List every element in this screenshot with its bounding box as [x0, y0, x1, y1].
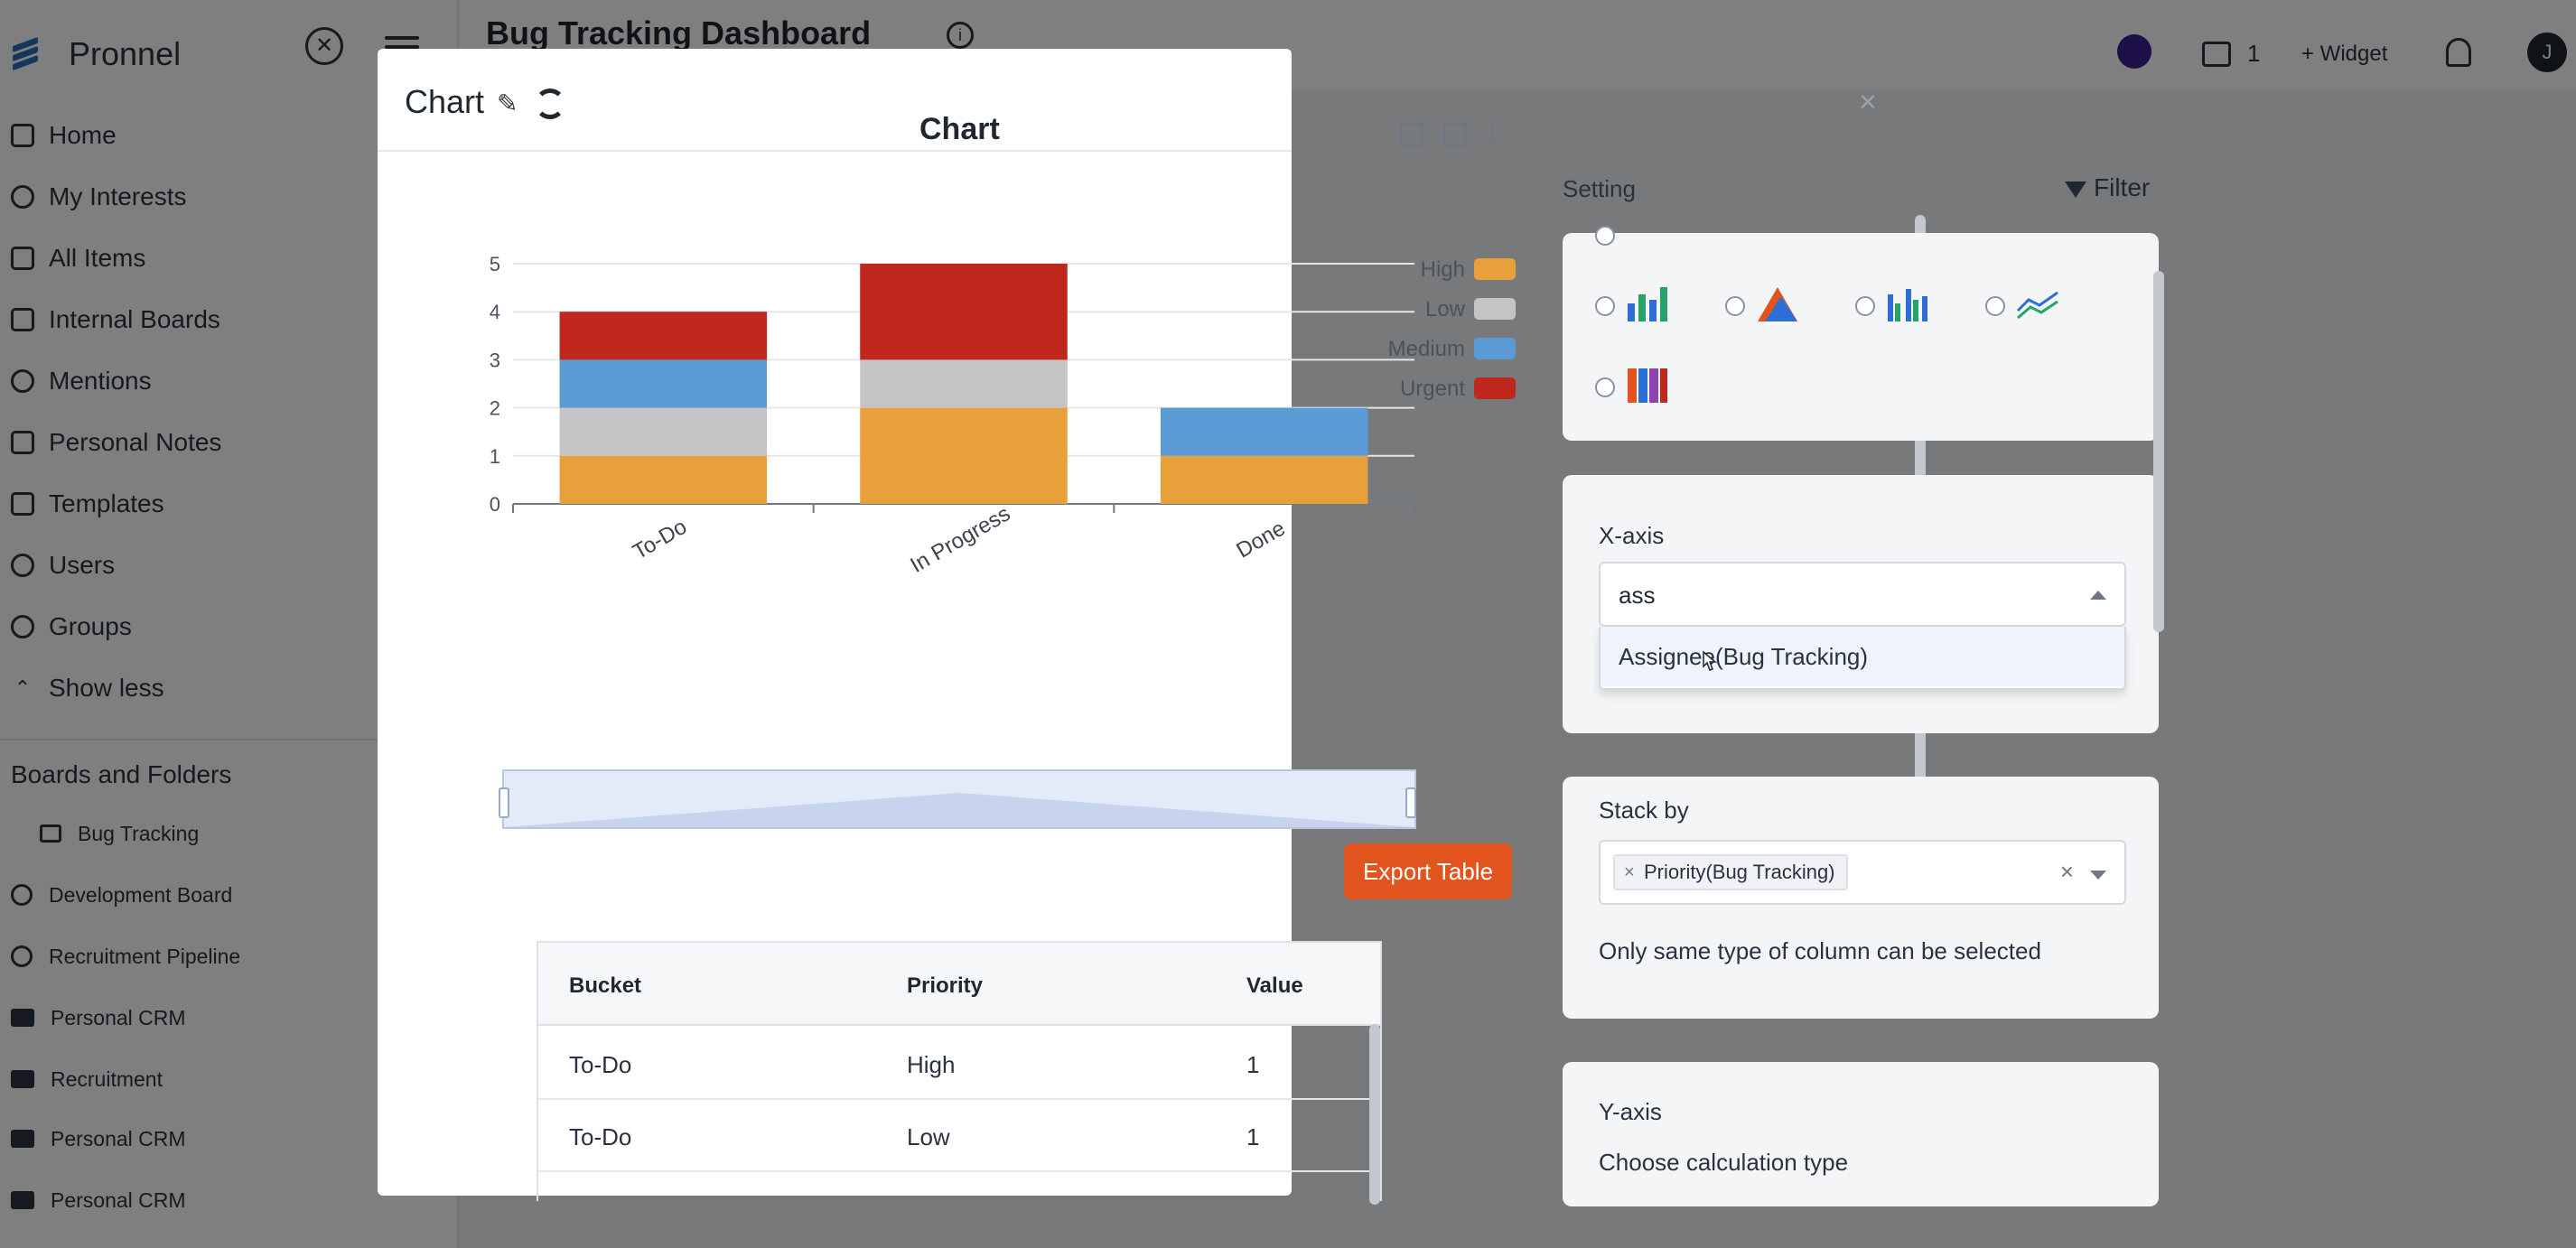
line-chart-icon	[2016, 291, 2058, 320]
stack-by-select[interactable]: × Priority(Bug Tracking) ×	[1599, 840, 2126, 905]
chart-type-card	[1563, 226, 2159, 441]
bar-segment	[559, 407, 768, 456]
x-tick-label: In Progress	[906, 501, 1014, 578]
x-axis-dropdown: Assignee(Bug Tracking)	[1599, 627, 2126, 690]
legend-swatch	[1474, 298, 1516, 320]
slider-preview	[504, 793, 1414, 827]
table-cell: 1	[1246, 1051, 1260, 1078]
y-tick-label: 3	[490, 349, 500, 371]
bar-segment	[1160, 455, 1368, 504]
clear-icon[interactable]: ×	[2059, 858, 2074, 885]
chart-type-radio-pie[interactable]	[1595, 226, 1615, 246]
stack-by-label: Stack by	[1599, 796, 1689, 824]
filter-icon	[2065, 181, 2086, 198]
bar-segment	[860, 407, 1068, 504]
y-tick-label: 4	[490, 301, 500, 323]
y-tick-label: 0	[490, 493, 500, 516]
x-tick-label: To-Do	[629, 515, 691, 564]
stacked-bar-chart-icon	[1628, 287, 1667, 321]
y-axis-calc-label: Choose calculation type	[1599, 1149, 1849, 1176]
table-cell: To-Do	[569, 1123, 632, 1150]
close-icon[interactable]: ×	[1859, 85, 1877, 119]
export-table-button[interactable]: Export Table	[1344, 843, 1512, 899]
dropdown-option-assignee[interactable]: Assignee(Bug Tracking)	[1601, 627, 2124, 686]
y-axis-card: Y-axis Choose calculation type	[1563, 1062, 2159, 1206]
filter-button[interactable]: Filter	[2065, 173, 2150, 202]
chevron-down-icon[interactable]	[2090, 871, 2106, 880]
legend-label: Urgent	[1400, 377, 1465, 401]
modal-title: Chart	[405, 83, 485, 120]
settings-label: Setting	[1563, 175, 1636, 202]
crop-icon[interactable]	[1400, 123, 1423, 146]
x-axis-select[interactable]: ass	[1599, 562, 2126, 627]
bar-segment	[1160, 407, 1368, 456]
bar-segment	[860, 264, 1068, 360]
area-chart-icon	[1758, 287, 1797, 321]
y-axis-label: Y-axis	[1599, 1098, 1662, 1125]
modal-header: Chart ✎	[378, 49, 1292, 152]
stacked-bar-chart: 0 1 2 3 4 5 To-Do In Progress Done High Low Medium U…	[490, 253, 1516, 578]
chart-type-radio-heatmap[interactable]	[1595, 377, 1615, 397]
legend-label: Medium	[1388, 337, 1465, 361]
data-table: Bucket Priority Value To-Do High 1 To-Do…	[537, 941, 1382, 1201]
x-tick-label: Done	[1232, 516, 1289, 563]
slider-handle-right[interactable]	[1405, 787, 1416, 818]
y-tick-label: 5	[490, 253, 500, 275]
chart-type-radio-area[interactable]	[1725, 296, 1745, 316]
heatmap-chart-icon	[1628, 368, 1667, 403]
grouped-bar-chart-icon	[1888, 289, 1927, 321]
legend-swatch	[1474, 258, 1516, 280]
y-tick-label: 1	[490, 445, 500, 468]
table-scrollbar[interactable]	[1369, 1024, 1380, 1205]
table-row: To-Do Low 1	[538, 1100, 1380, 1172]
table-cell: 1	[1246, 1123, 1260, 1150]
undo-zoom-icon[interactable]	[1443, 123, 1467, 146]
table-cell: Low	[907, 1123, 950, 1150]
legend-label: High	[1421, 257, 1465, 282]
settings-panel: Setting Filter X-axis ass Assignee(Bug T…	[1554, 163, 2168, 1206]
settings-scrollbar[interactable]	[2153, 271, 2164, 632]
filter-label: Filter	[2094, 173, 2151, 201]
stack-by-card: Stack by × Priority(Bug Tracking) × Only …	[1563, 777, 2159, 1019]
table-cell: To-Do	[569, 1051, 632, 1078]
column-header-value[interactable]: Value	[1246, 973, 1303, 998]
remove-tag-icon[interactable]: ×	[1624, 862, 1635, 882]
chart-type-radio-grouped-bar[interactable]	[1855, 296, 1875, 316]
modal-body: × 0 1 2 3 4 5 To-Do In Progress Done High Low Mediu…	[378, 49, 2195, 1196]
table-cell: High	[907, 1051, 956, 1078]
legend-label: Low	[1425, 297, 1466, 321]
pointer-cursor-icon	[1703, 650, 1718, 671]
x-axis-search-input[interactable]: ass	[1619, 582, 1656, 609]
bar-segment	[559, 455, 768, 504]
table-header: Bucket Priority Value	[538, 943, 1380, 1026]
column-header-bucket[interactable]: Bucket	[569, 973, 642, 998]
zoom-slider[interactable]	[499, 769, 1416, 829]
x-axis-card: X-axis ass Assignee(Bug Tracking)	[1563, 475, 2159, 733]
pencil-icon[interactable]: ✎	[497, 89, 518, 117]
chevron-up-icon[interactable]	[2090, 591, 2106, 600]
x-axis-label: X-axis	[1599, 522, 1665, 549]
legend-swatch	[1474, 377, 1516, 399]
chart-title: Chart	[919, 112, 1000, 146]
chart-type-radio-bar[interactable]	[1595, 296, 1615, 316]
bar-segment	[559, 312, 768, 360]
slider-handle-left[interactable]	[499, 787, 509, 818]
chart-type-radio-line[interactable]	[1985, 296, 2005, 316]
download-icon[interactable]: ⤓	[1485, 117, 1498, 150]
stack-by-hint: Only same type of column can be selected	[1599, 937, 2041, 964]
tag-label: Priority(Bug Tracking)	[1644, 861, 1835, 883]
column-header-priority[interactable]: Priority	[907, 973, 984, 998]
y-tick-label: 2	[490, 397, 500, 420]
bar-segment	[559, 359, 768, 408]
bar-segment	[860, 359, 1068, 408]
stack-by-tag[interactable]: × Priority(Bug Tracking)	[1613, 854, 1848, 890]
legend-swatch	[1474, 338, 1516, 359]
refresh-icon[interactable]	[535, 88, 565, 119]
table-row: To-Do High 1	[538, 1028, 1380, 1100]
